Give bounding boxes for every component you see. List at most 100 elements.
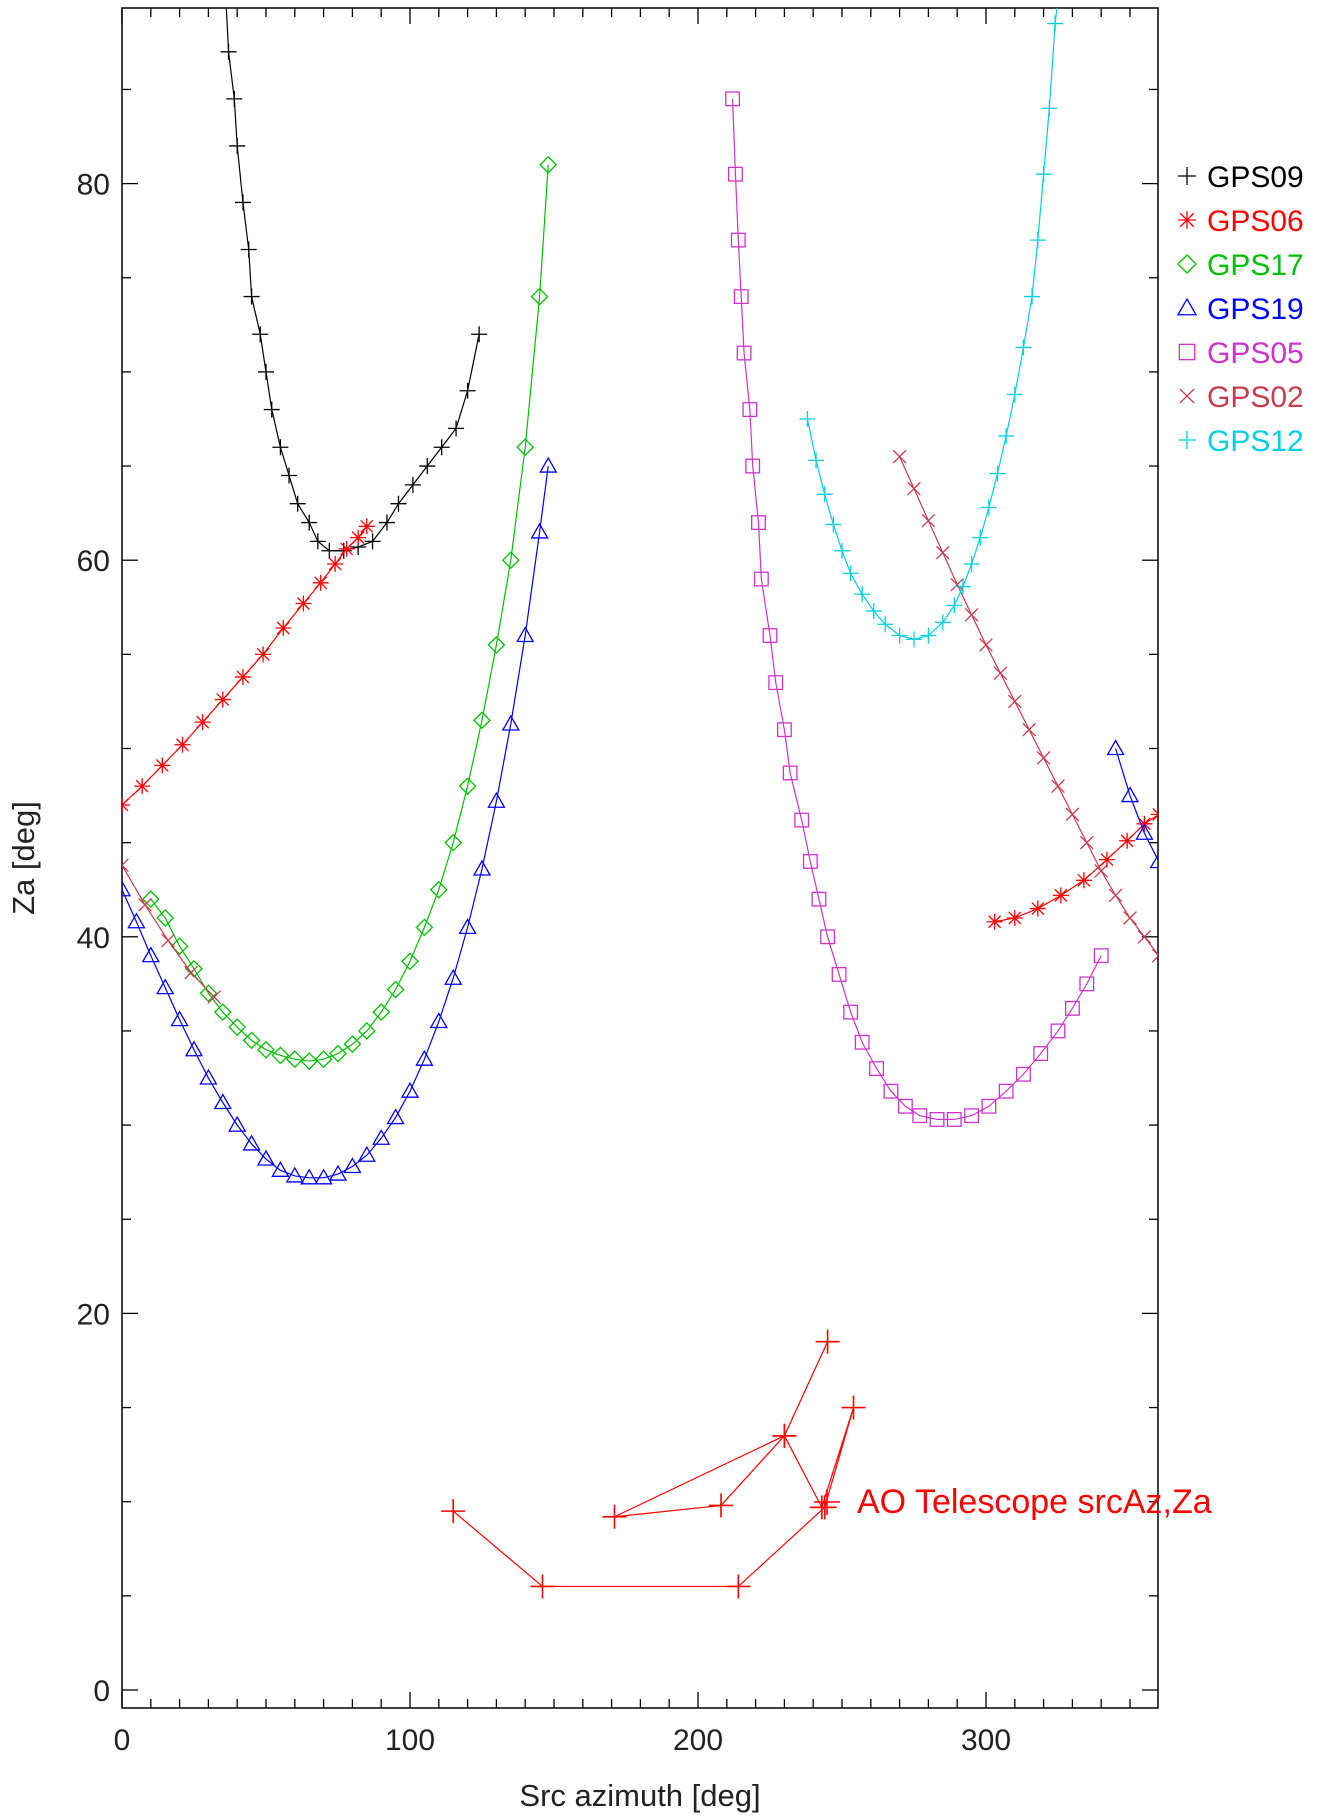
data-point <box>161 933 175 948</box>
data-point <box>981 1098 997 1114</box>
data-point <box>1050 1023 1066 1039</box>
data-point <box>854 586 871 603</box>
data-point <box>802 854 818 869</box>
data-point <box>358 518 375 535</box>
data-point <box>327 555 344 572</box>
series-line <box>1115 748 1158 862</box>
data-point <box>309 533 326 550</box>
data-point <box>964 607 979 622</box>
data-point <box>154 757 171 774</box>
data-point <box>1150 807 1158 821</box>
data-point <box>816 486 833 503</box>
data-point <box>184 965 198 980</box>
data-point <box>998 1083 1014 1099</box>
data-point <box>184 1040 204 1057</box>
data-point <box>314 1050 333 1069</box>
data-point <box>772 1423 797 1448</box>
data-point <box>328 1164 348 1181</box>
data-point <box>1033 1046 1049 1061</box>
data-point <box>134 778 151 795</box>
data-point <box>289 495 306 512</box>
data-point <box>907 481 921 496</box>
data-point <box>386 980 405 999</box>
data-point <box>156 978 175 995</box>
data-point <box>473 711 491 730</box>
legend-label: GPS12 <box>1207 425 1304 458</box>
data-point <box>258 363 274 380</box>
series-gps19 <box>122 456 1158 1185</box>
data-point <box>1015 1066 1031 1082</box>
data-point <box>751 515 766 530</box>
data-point <box>934 614 951 631</box>
data-point <box>433 439 450 456</box>
data-point <box>1079 976 1095 992</box>
series-line <box>122 465 549 1179</box>
data-point <box>122 880 132 897</box>
data-point <box>257 1040 275 1059</box>
tick-labels: 0 100 200 300 0 20 40 60 80 <box>77 169 1011 1757</box>
data-point <box>811 891 827 907</box>
data-point <box>539 456 558 473</box>
data-point <box>921 513 936 528</box>
data-point <box>207 990 222 1004</box>
data-point <box>141 890 160 909</box>
data-point <box>174 736 191 753</box>
data-point <box>1029 232 1046 249</box>
y-tick-label: 20 <box>77 1298 110 1331</box>
data-point <box>897 1098 913 1114</box>
legend-label: GPS06 <box>1207 205 1304 238</box>
data-point <box>539 155 558 174</box>
data-point <box>275 619 292 636</box>
data-point <box>415 918 434 937</box>
data-point <box>1120 786 1140 803</box>
series-gps12 <box>799 8 1064 648</box>
data-point <box>877 616 894 633</box>
data-point <box>794 812 810 828</box>
data-point <box>530 287 549 306</box>
data-point <box>256 1149 276 1166</box>
data-point <box>400 1081 420 1098</box>
y-tick-label: 60 <box>77 545 110 578</box>
data-point <box>295 595 312 612</box>
data-point <box>301 514 318 531</box>
data-point <box>448 420 465 437</box>
data-point <box>220 43 237 60</box>
data-point <box>843 1004 859 1020</box>
data-point <box>869 1061 885 1077</box>
data-point <box>386 1108 405 1125</box>
data-point <box>122 858 129 873</box>
data-point <box>972 529 989 546</box>
data-point <box>228 1018 247 1037</box>
data-point <box>226 90 243 107</box>
legend-item: GPS02 <box>1179 381 1304 414</box>
data-point <box>487 791 506 808</box>
data-point <box>357 1022 376 1040</box>
data-point <box>127 912 146 929</box>
data-point <box>998 427 1015 444</box>
data-point <box>516 438 535 457</box>
data-point <box>1136 815 1153 832</box>
data-point <box>271 1046 290 1065</box>
data-point <box>1041 100 1058 117</box>
series-line <box>899 456 1158 956</box>
data-point <box>350 529 367 546</box>
data-point <box>321 542 338 559</box>
data-point <box>842 565 859 582</box>
data-point <box>501 714 520 731</box>
series-ao-telescope-srcaz-za <box>441 1329 866 1599</box>
y-tick-label: 80 <box>77 169 110 202</box>
data-point <box>459 382 476 399</box>
data-point <box>1035 166 1052 183</box>
data-point <box>501 551 520 570</box>
legend: GPS09 GPS06 GPS17 GPS19 GPS05 GPS02 GPS12 <box>1176 161 1304 458</box>
legend-marker <box>1179 388 1195 404</box>
data-point <box>364 533 381 550</box>
data-point <box>458 777 477 796</box>
data-point <box>372 1128 391 1145</box>
annotation: AO Telescope srcAz,Za <box>814 1483 1212 1521</box>
data-point <box>300 1168 319 1185</box>
legend-marker <box>1177 254 1197 274</box>
axis-ticks <box>121 8 1158 1708</box>
data-point <box>809 1495 834 1520</box>
